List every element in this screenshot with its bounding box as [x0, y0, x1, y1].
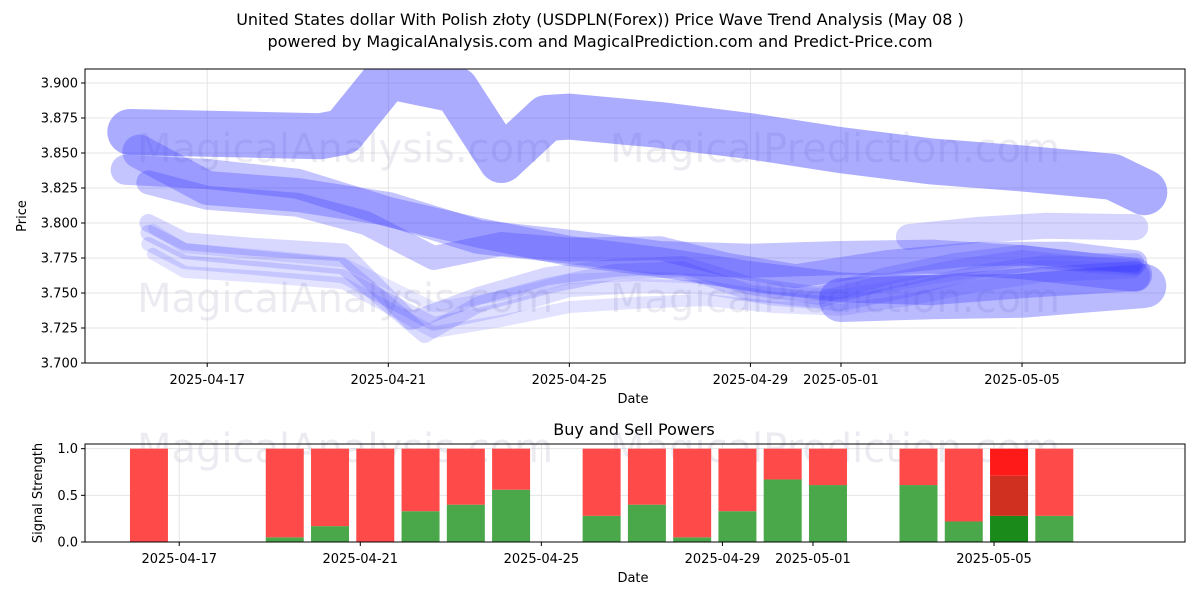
price-y-tick-label: 3.700 — [41, 357, 78, 372]
price-grid — [85, 69, 1185, 364]
price-y-tick-label: 3.825 — [41, 182, 78, 197]
sell-power-bar — [763, 448, 802, 480]
watermark-prediction-mid: MagicalPrediction.com — [610, 276, 1060, 322]
powers-x-tick-label: 2025-04-21 — [323, 552, 399, 567]
powers-x-tick-label: 2025-05-05 — [956, 552, 1032, 567]
powers-chart-title: Buy and Sell Powers — [553, 420, 715, 439]
price-x-tick-label: 2025-04-21 — [351, 373, 427, 388]
powers-plot-frame — [84, 443, 1186, 543]
powers-y-tick-label: 1.0 — [57, 442, 78, 457]
powers-bars — [129, 448, 1074, 542]
powers-x-tick-label: 2025-04-25 — [504, 552, 580, 567]
buy-power-bar — [627, 504, 666, 542]
price-wave-wave-b — [110, 154, 1151, 306]
sell-power-bar — [990, 448, 1029, 476]
price-wave-wave-right — [895, 212, 1149, 250]
price-y-axis-label: Price — [15, 200, 30, 232]
sell-power-bar — [944, 448, 983, 522]
price-y-tick-label: 3.775 — [41, 252, 78, 267]
price-wave-wave-g — [146, 247, 1142, 339]
price-x-tick-label: 2025-04-25 — [532, 373, 608, 388]
chart-subtitle: powered by MagicalAnalysis.com and Magic… — [267, 32, 932, 51]
sell-power-bar — [129, 448, 168, 542]
watermark-analysis-top: MagicalAnalysis.com — [137, 126, 553, 172]
buy-power-bar — [944, 521, 983, 542]
price-wave-wave-h — [147, 223, 1141, 312]
buy-power-bar — [718, 511, 757, 542]
sell-power-bar — [899, 448, 938, 486]
powers-x-tick-label: 2025-05-01 — [775, 552, 851, 567]
price-y-tick-label: 3.875 — [41, 112, 78, 127]
sell-power-bar — [311, 448, 350, 527]
buy-power-bar — [1035, 515, 1074, 542]
sell-power-bar — [1035, 448, 1074, 516]
price-plot-area: MagicalAnalysis.com MagicalPrediction.co… — [41, 68, 1186, 388]
powers-y-tick-label: 0.0 — [57, 536, 78, 551]
price-x-tick-label: 2025-04-17 — [169, 373, 245, 388]
price-y-tick-label: 3.750 — [41, 287, 78, 302]
sell-power-bar — [356, 448, 395, 542]
sell-power-bar — [673, 448, 712, 538]
powers-y-axis-ticks: 0.0 0.5 1.0 — [57, 442, 85, 551]
price-x-tick-label: 2025-05-05 — [984, 373, 1060, 388]
price-x-axis-ticks: 2025-04-17 2025-04-21 2025-04-25 2025-04-29… — [169, 363, 1060, 388]
price-y-tick-label: 3.850 — [41, 147, 78, 162]
powers-x-tick-label: 2025-04-29 — [685, 552, 761, 567]
powers-plot-area: MagicalAnalysis.com MagicalPrediction.co… — [57, 426, 1186, 567]
powers-x-tick-label: 2025-04-17 — [141, 552, 217, 567]
price-y-tick-label: 3.725 — [41, 322, 78, 337]
price-y-axis-ticks: 3.700 3.725 3.750 3.775 3.800 3.825 3.850 3.875… — [41, 77, 85, 372]
price-wave-bands — [107, 69, 1168, 343]
price-wave-wave-e — [140, 224, 1144, 343]
buy-power-bar — [763, 479, 802, 542]
watermark-prediction-top: MagicalPrediction.com — [610, 126, 1060, 172]
price-wave-wave-lower — [819, 264, 1167, 322]
buy-power-bar — [311, 526, 350, 542]
buy-power-bar — [899, 485, 938, 542]
powers-x-axis-label: Date — [617, 571, 648, 586]
buy-power-bar — [446, 504, 485, 542]
buy-power-bar — [990, 515, 1029, 542]
powers-x-axis-ticks: 2025-04-17 2025-04-21 2025-04-25 2025-04-29… — [141, 542, 1032, 567]
sell-power-bar — [265, 448, 304, 538]
buy-power-bar — [808, 485, 847, 542]
sell-power-bar — [492, 448, 531, 490]
buy-power-bar — [673, 537, 712, 542]
price-wave-wave-f — [141, 237, 1143, 331]
price-y-tick-label: 3.800 — [41, 217, 78, 232]
sell-power-bar — [808, 448, 847, 486]
watermark-analysis-mid: MagicalAnalysis.com — [137, 276, 553, 322]
price-y-tick-label: 3.900 — [41, 77, 78, 92]
sell-power-bar — [718, 448, 757, 512]
sell-power-bar — [401, 448, 440, 512]
sell-power-bar — [446, 448, 485, 505]
chart-title: United States dollar With Polish złoty (… — [236, 10, 964, 29]
price-x-axis-label: Date — [617, 392, 648, 407]
price-wave-wave-c — [136, 170, 1148, 289]
powers-y-axis-label: Signal Strength — [31, 443, 46, 543]
price-wave-wave-d — [139, 214, 1145, 330]
price-x-tick-label: 2025-04-29 — [713, 373, 789, 388]
buy-power-bar — [265, 537, 304, 542]
sell-power-bar — [627, 448, 666, 505]
price-wave-wave-upper — [107, 69, 1168, 216]
price-plot-frame — [84, 68, 1186, 364]
sell-power-bar-dark — [990, 475, 1029, 516]
buy-power-bar — [582, 515, 621, 542]
sell-power-bar — [582, 448, 621, 516]
price-x-tick-label: 2025-05-01 — [803, 373, 879, 388]
buy-power-bar — [401, 511, 440, 542]
powers-y-tick-label: 0.5 — [57, 489, 78, 504]
buy-power-bar — [492, 489, 531, 542]
price-wave-wave-a — [122, 134, 1153, 292]
